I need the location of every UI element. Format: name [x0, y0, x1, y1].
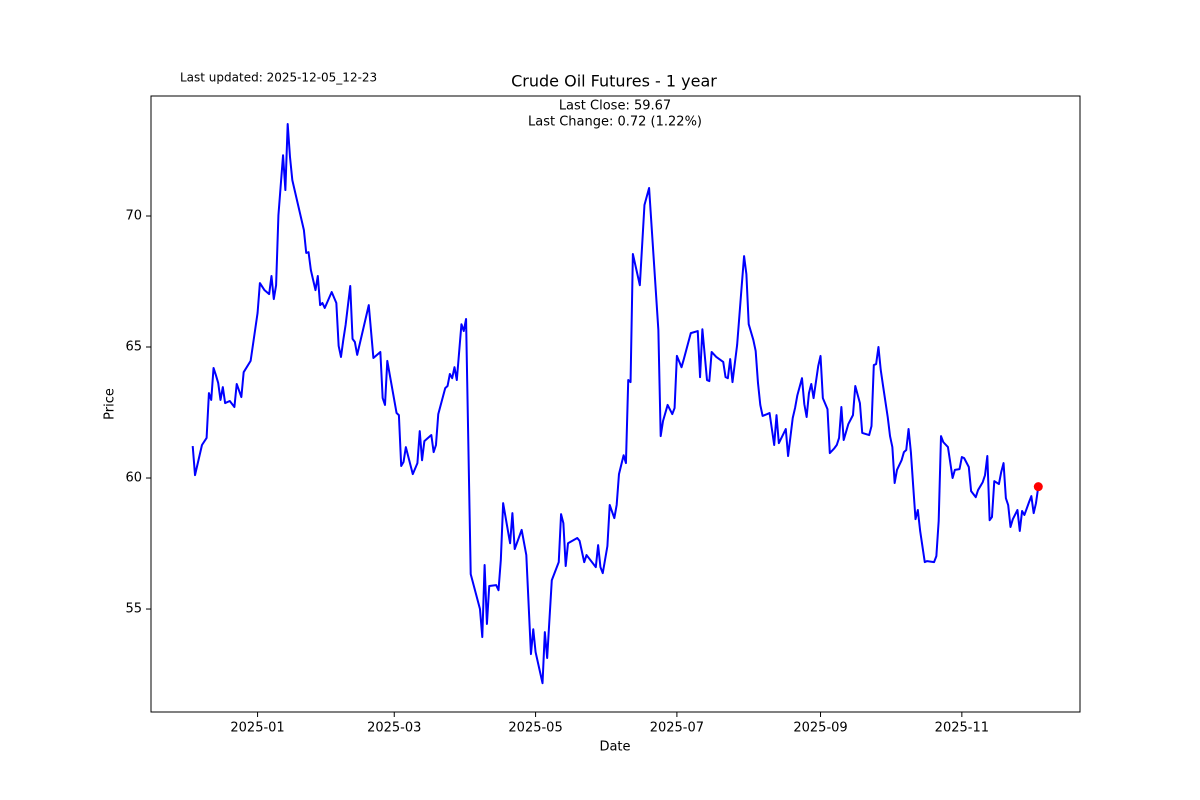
- plot-frame: [150, 95, 1081, 713]
- x-tick-label: 2025-05: [508, 721, 562, 736]
- last-point-marker: [1033, 482, 1043, 492]
- annotation: Last Close: 59.67: [559, 99, 671, 114]
- x-tick-label: 2025-03: [367, 721, 421, 736]
- y-tick-label: 70: [125, 209, 142, 224]
- x-axis-label: Date: [599, 740, 630, 755]
- y-tick-label: 55: [125, 602, 142, 617]
- annotation: Last Change: 0.72 (1.22%): [528, 115, 702, 130]
- x-tick-label: 2025-01: [230, 721, 284, 736]
- y-tick-label: 60: [125, 471, 142, 486]
- updated-label: Last updated: 2025-12-05_12-23: [180, 71, 377, 85]
- x-tick-label: 2025-09: [793, 721, 847, 736]
- chart-title: Crude Oil Futures - 1 year: [511, 72, 717, 91]
- y-axis-label: Price: [103, 388, 118, 420]
- x-tick-label: 2025-07: [650, 721, 704, 736]
- price-line: [191, 123, 1040, 685]
- y-tick-label: 65: [125, 340, 142, 355]
- x-tick-label: 2025-11: [935, 721, 989, 736]
